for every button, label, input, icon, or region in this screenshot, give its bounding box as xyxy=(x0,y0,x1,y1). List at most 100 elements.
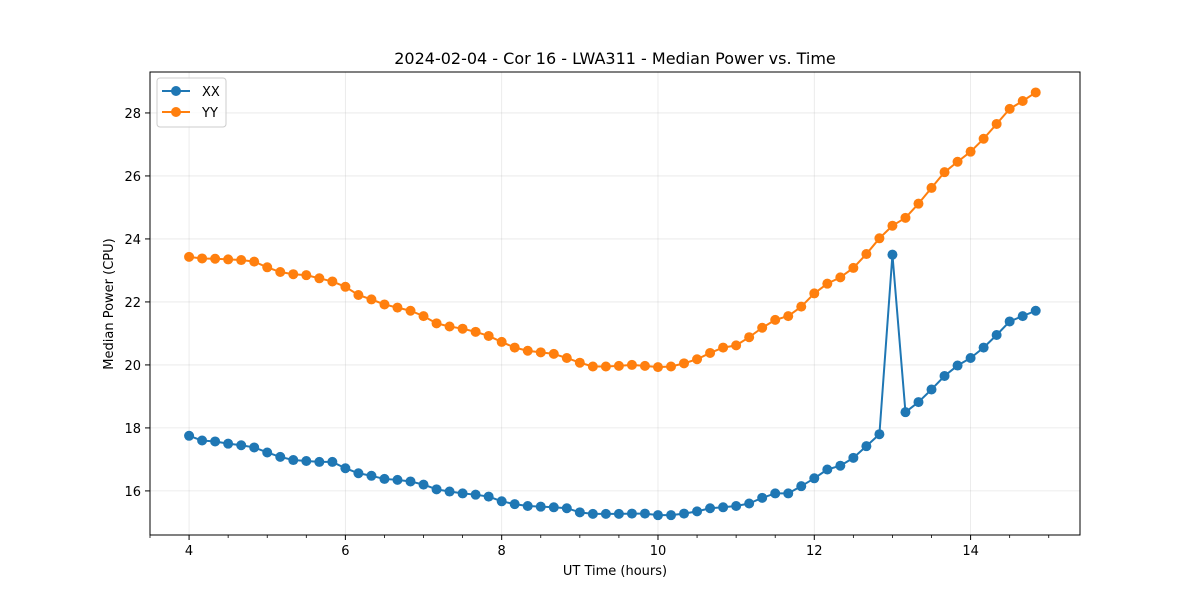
data-point-xx xyxy=(353,468,364,479)
data-point-xx xyxy=(835,460,846,471)
data-point-yy xyxy=(770,314,781,325)
data-point-xx xyxy=(496,496,507,507)
data-point-xx xyxy=(744,498,755,509)
data-point-xx xyxy=(366,470,377,481)
data-point-xx xyxy=(379,473,390,484)
data-point-xx xyxy=(574,507,585,518)
data-point-xx xyxy=(913,397,924,408)
data-point-xx xyxy=(1004,316,1015,327)
data-point-xx xyxy=(822,464,833,475)
series-layer xyxy=(184,87,1041,521)
data-point-yy xyxy=(314,273,325,284)
legend: XX YY xyxy=(156,77,227,128)
legend-marker-yy xyxy=(171,107,181,117)
data-point-yy xyxy=(457,323,468,334)
data-point-xx xyxy=(991,329,1002,340)
data-point-yy xyxy=(431,318,442,329)
legend-label-xx: XX xyxy=(202,85,220,100)
data-point-xx xyxy=(652,510,663,521)
data-point-xx xyxy=(210,436,221,447)
data-point-yy xyxy=(926,182,937,193)
y-tick-label: 24 xyxy=(124,233,141,248)
x-tick-label: 4 xyxy=(185,544,193,559)
data-point-yy xyxy=(809,288,820,299)
data-point-yy xyxy=(561,352,572,363)
data-point-xx xyxy=(679,508,690,519)
data-point-xx xyxy=(718,502,729,513)
data-point-xx xyxy=(692,506,703,517)
x-tick-label: 12 xyxy=(806,544,823,559)
data-point-yy xyxy=(210,253,221,264)
data-point-yy xyxy=(666,361,677,372)
data-point-xx xyxy=(783,488,794,499)
data-point-yy xyxy=(952,156,963,167)
data-point-yy xyxy=(652,362,663,373)
data-point-yy xyxy=(626,359,637,370)
data-point-xx xyxy=(249,442,260,453)
data-point-yy xyxy=(1004,103,1015,114)
data-point-xx xyxy=(965,352,976,363)
data-point-xx xyxy=(327,456,338,467)
data-point-xx xyxy=(939,370,950,381)
axis-ticks: 4 6 8 10 12 14 16 18 20 22 24 26 28 xyxy=(124,107,1050,559)
data-point-yy xyxy=(236,255,247,266)
y-tick-label: 18 xyxy=(124,422,141,437)
data-point-xx xyxy=(848,452,859,463)
data-point-xx xyxy=(431,484,442,495)
data-point-yy xyxy=(848,262,859,273)
data-point-xx xyxy=(626,508,637,519)
data-point-yy xyxy=(483,330,494,341)
data-point-xx xyxy=(314,456,325,467)
data-point-xx xyxy=(275,451,286,462)
data-point-yy xyxy=(262,262,273,273)
data-point-xx xyxy=(444,486,455,497)
data-point-yy xyxy=(900,212,911,223)
data-point-xx xyxy=(236,440,247,451)
x-tick-label: 10 xyxy=(650,544,667,559)
data-point-yy xyxy=(822,278,833,289)
data-point-yy xyxy=(223,254,234,265)
data-point-yy xyxy=(887,220,898,231)
data-point-xx xyxy=(900,407,911,418)
plot-frame xyxy=(149,71,1081,536)
data-point-yy xyxy=(835,272,846,283)
data-point-xx xyxy=(874,429,885,440)
data-point-yy xyxy=(965,146,976,157)
data-point-xx xyxy=(600,508,611,519)
data-point-xx xyxy=(666,510,677,521)
data-point-yy xyxy=(288,269,299,280)
data-point-xx xyxy=(262,447,273,458)
data-point-xx xyxy=(418,479,429,490)
data-point-xx xyxy=(223,438,234,449)
legend-label-yy: YY xyxy=(201,106,218,121)
data-point-yy xyxy=(783,311,794,322)
data-point-xx xyxy=(301,455,312,466)
data-point-yy xyxy=(197,253,208,264)
data-point-yy xyxy=(600,361,611,372)
x-axis-label: UT Time (hours) xyxy=(563,564,667,579)
data-point-xx xyxy=(483,491,494,502)
data-point-yy xyxy=(509,342,520,353)
data-point-yy xyxy=(679,358,690,369)
data-point-xx xyxy=(978,342,989,353)
data-point-xx xyxy=(613,508,624,519)
data-point-yy xyxy=(574,357,585,368)
grid xyxy=(150,72,1080,535)
data-point-yy xyxy=(496,336,507,347)
data-point-xx xyxy=(952,360,963,371)
data-point-yy xyxy=(757,322,768,333)
data-point-xx xyxy=(522,501,533,512)
data-point-xx xyxy=(184,430,195,441)
data-point-yy xyxy=(470,326,481,337)
data-point-xx xyxy=(587,508,598,519)
y-tick-label: 22 xyxy=(124,296,141,311)
data-point-yy xyxy=(444,321,455,332)
data-point-yy xyxy=(613,360,624,371)
data-point-yy xyxy=(731,340,742,351)
data-point-yy xyxy=(1017,95,1028,106)
data-point-yy xyxy=(327,276,338,287)
data-point-xx xyxy=(470,489,481,500)
data-point-xx xyxy=(197,435,208,446)
data-point-xx xyxy=(535,501,546,512)
